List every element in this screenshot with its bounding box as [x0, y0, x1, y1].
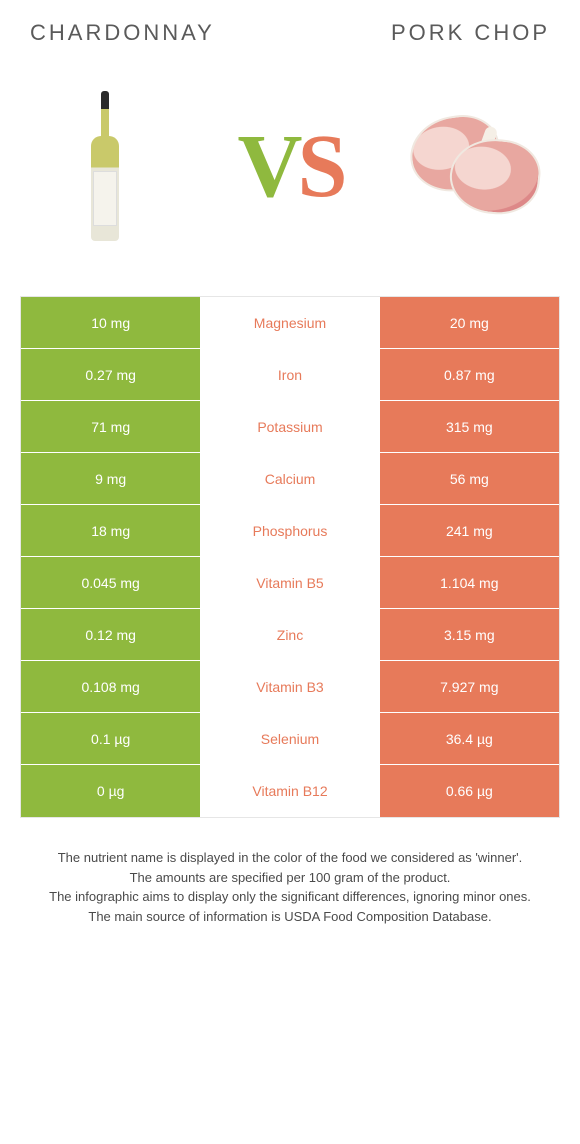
pork-chop-icon: [405, 111, 545, 221]
nutrient-label: Vitamin B3: [200, 661, 379, 712]
nutrient-label: Vitamin B12: [200, 765, 379, 817]
value-right: 36.4 µg: [380, 713, 559, 764]
footer-notes: The nutrient name is displayed in the co…: [20, 848, 560, 926]
table-row: 9 mgCalcium56 mg: [21, 453, 559, 505]
value-left: 10 mg: [21, 297, 200, 348]
nutrient-label: Calcium: [200, 453, 379, 504]
value-left: 71 mg: [21, 401, 200, 452]
footer-line-4: The main source of information is USDA F…: [30, 907, 550, 927]
chardonnay-image: [30, 76, 180, 256]
value-right: 20 mg: [380, 297, 559, 348]
nutrient-label: Iron: [200, 349, 379, 400]
table-row: 0 µgVitamin B120.66 µg: [21, 765, 559, 817]
value-left: 0.1 µg: [21, 713, 200, 764]
vs-v: V: [237, 117, 297, 216]
value-right: 0.87 mg: [380, 349, 559, 400]
value-left: 0.045 mg: [21, 557, 200, 608]
value-right: 56 mg: [380, 453, 559, 504]
table-row: 71 mgPotassium315 mg: [21, 401, 559, 453]
value-left: 0.108 mg: [21, 661, 200, 712]
footer-line-3: The infographic aims to display only the…: [30, 887, 550, 907]
infographic-container: CHARDONNAY PORK CHOP VS 10 mgMagnesium20…: [0, 0, 580, 936]
wine-bottle-icon: [91, 91, 119, 241]
table-row: 10 mgMagnesium20 mg: [21, 297, 559, 349]
value-right: 0.66 µg: [380, 765, 559, 817]
nutrient-label: Magnesium: [200, 297, 379, 348]
value-left: 18 mg: [21, 505, 200, 556]
nutrient-label: Zinc: [200, 609, 379, 660]
value-right: 1.104 mg: [380, 557, 559, 608]
nutrient-label: Vitamin B5: [200, 557, 379, 608]
hero-row: VS: [20, 66, 560, 266]
table-row: 0.045 mgVitamin B51.104 mg: [21, 557, 559, 609]
title-right: PORK CHOP: [391, 20, 550, 46]
nutrient-label: Potassium: [200, 401, 379, 452]
value-left: 9 mg: [21, 453, 200, 504]
titles-row: CHARDONNAY PORK CHOP: [20, 20, 560, 46]
table-row: 0.1 µgSelenium36.4 µg: [21, 713, 559, 765]
table-row: 18 mgPhosphorus241 mg: [21, 505, 559, 557]
vs-s: S: [297, 117, 342, 216]
footer-line-2: The amounts are specified per 100 gram o…: [30, 868, 550, 888]
vs-label: VS: [237, 115, 342, 218]
value-right: 241 mg: [380, 505, 559, 556]
table-row: 0.12 mgZinc3.15 mg: [21, 609, 559, 661]
value-left: 0 µg: [21, 765, 200, 817]
nutrient-label: Phosphorus: [200, 505, 379, 556]
nutrient-table: 10 mgMagnesium20 mg0.27 mgIron0.87 mg71 …: [20, 296, 560, 818]
value-right: 7.927 mg: [380, 661, 559, 712]
value-right: 3.15 mg: [380, 609, 559, 660]
value-left: 0.12 mg: [21, 609, 200, 660]
title-left: CHARDONNAY: [30, 20, 215, 46]
table-row: 0.27 mgIron0.87 mg: [21, 349, 559, 401]
nutrient-label: Selenium: [200, 713, 379, 764]
table-row: 0.108 mgVitamin B37.927 mg: [21, 661, 559, 713]
value-left: 0.27 mg: [21, 349, 200, 400]
footer-line-1: The nutrient name is displayed in the co…: [30, 848, 550, 868]
porkchop-image: [400, 76, 550, 256]
value-right: 315 mg: [380, 401, 559, 452]
